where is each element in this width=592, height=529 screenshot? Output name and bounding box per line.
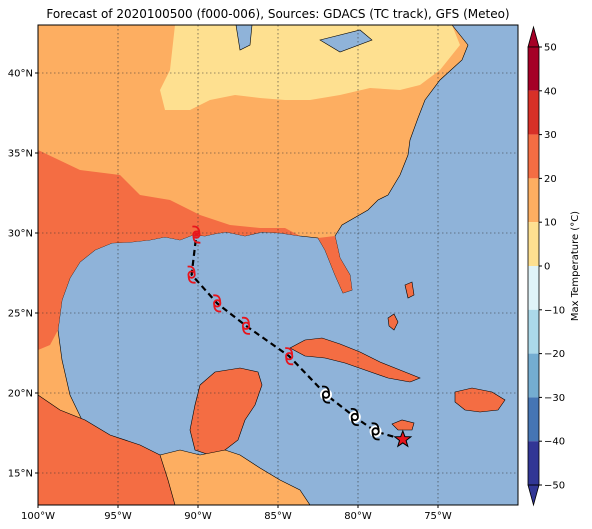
axis-labels: 100°W 95°W 90°W 85°W 80°W 75°W 15°N 20°N 25°N 30°… [8,69,452,523]
x-tick-label: 90°W [184,511,212,522]
lake-erie [319,29,373,53]
colorbar-tick-label: −30 [544,393,565,404]
bahamas-land [387,313,399,331]
colorbar-tick-label: −40 [544,437,565,448]
colorbar-segment [528,353,539,398]
track-line [190,234,404,441]
gridlines [38,25,518,505]
y-tick-label: 20°N [8,389,33,400]
colorbar-segment [528,441,539,485]
colorbar-tick-label: 20 [544,174,557,185]
colorbar-tick-label: 50 [544,43,557,54]
colorbar-tick-label: −20 [544,349,565,360]
x-tick-label: 100°W [21,511,55,522]
cyclone-symbol-icon [320,385,332,404]
cyclone-symbol-icon [241,316,251,335]
hispaniola-land [454,387,506,413]
colorbar-tick-label: 40 [544,86,557,97]
x-tick-label: 75°W [424,511,452,522]
x-tick-label: 85°W [264,511,292,522]
x-tick-label: 95°W [104,511,132,522]
colorbar-segment [528,222,539,266]
colorbar-segment [528,90,539,135]
colorbar-tick-label: 0 [544,262,550,273]
colorbar-tick-label: −50 [544,481,565,492]
colorbar-segment [528,178,539,223]
y-tick-label: 40°N [8,69,33,80]
tc-track [187,225,413,448]
colorbar: 50 40 30 20 10 0 −10 −20 −30 −40 −50 [527,25,565,507]
bahamas-land-2 [404,281,415,299]
lake-michigan [235,25,253,51]
cyclone-symbol-icon [369,422,382,441]
colorbar-segment [528,134,539,179]
colorbar-label: Max Temperature (°C) [570,211,581,321]
map-title: Forecast of 2020100500 (f000-006), Sourc… [46,7,510,21]
cyclone-symbol-icon [192,225,201,244]
colorbar-extend-max [527,25,540,48]
current-position-star-icon [393,429,413,448]
colorbar-tick-label: 30 [544,130,557,141]
y-tick-label: 35°N [8,149,33,160]
colorbar-segment [528,266,539,310]
y-tick-label: 15°N [8,469,33,480]
central-america-land [159,449,311,505]
cuba-land [289,337,421,383]
colorbar-tick-label: −10 [544,305,565,316]
land-layer [38,25,506,505]
cyclone-symbol-icon [187,265,196,284]
warm-band-gulf [38,150,300,350]
cool-band-north [160,25,460,110]
warm-florida [318,236,352,293]
cyclone-symbol-icon [285,347,294,366]
cyclone-symbol-icon [213,294,222,313]
x-tick-label: 80°W [344,511,372,522]
colorbar-segment [528,47,539,91]
colorbar-tick-label: 10 [544,218,557,229]
y-tick-label: 30°N [8,229,33,240]
y-tick-label: 25°N [8,309,33,320]
yucatan-land [189,367,263,456]
colorbar-extend-min [527,484,540,507]
colorbar-segment [528,309,539,354]
cyclone-symbol-icon [348,407,361,427]
colorbar-segment [528,397,539,442]
jamaica-land [391,419,415,431]
